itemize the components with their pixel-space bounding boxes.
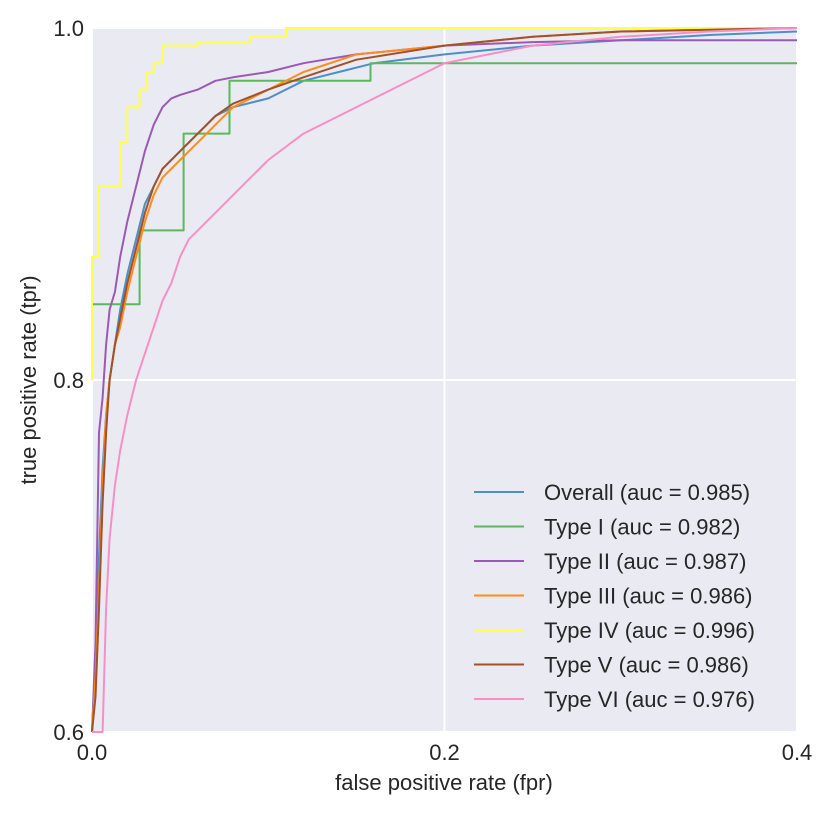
y-axis-label: true positive rate (tpr) — [16, 275, 41, 484]
legend-label-1: Overall (auc = 0.985) — [544, 480, 750, 505]
y-tick-labels: 0.6 0.8 1.0 — [53, 16, 84, 745]
y-tick-label: 0.6 — [53, 720, 84, 745]
legend-label-5: Type IV (auc = 0.996) — [544, 618, 755, 643]
x-axis-label: false positive rate (fpr) — [335, 770, 553, 795]
legend-label-4: Type III (auc = 0.986) — [544, 584, 753, 609]
x-tick-label: 0.0 — [77, 740, 108, 765]
legend-label-7: Type VI (auc = 0.976) — [544, 687, 755, 712]
x-tick-label: 0.4 — [782, 740, 813, 765]
series-line-5 — [91, 27, 797, 380]
legend-label-2: Type I (auc = 0.982) — [544, 515, 740, 540]
x-tick-labels: 0.0 0.2 0.4 — [77, 740, 813, 765]
legend: Overall (auc = 0.985) Type I (auc = 0.982… — [474, 480, 755, 712]
y-tick-label: 0.8 — [53, 368, 84, 393]
series-line-6 — [91, 27, 798, 733]
x-tick-label: 0.2 — [429, 740, 460, 765]
legend-label-6: Type V (auc = 0.986) — [544, 653, 749, 678]
series-line-7 — [92, 27, 798, 733]
y-tick-label: 1.0 — [53, 16, 84, 41]
legend-label-3: Type II (auc = 0.987) — [544, 549, 746, 574]
series-lines — [91, 27, 798, 733]
series-line-2 — [91, 62, 797, 380]
